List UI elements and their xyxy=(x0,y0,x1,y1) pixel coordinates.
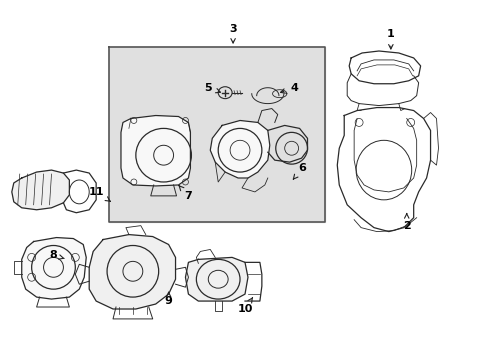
Text: 9: 9 xyxy=(164,292,172,306)
Text: 8: 8 xyxy=(49,251,64,260)
Text: 5: 5 xyxy=(204,83,220,93)
Text: 4: 4 xyxy=(280,83,298,93)
Polygon shape xyxy=(89,235,175,309)
Polygon shape xyxy=(210,121,269,178)
Text: 10: 10 xyxy=(237,298,252,314)
Text: 11: 11 xyxy=(88,187,110,201)
Text: 1: 1 xyxy=(386,29,394,49)
Text: 2: 2 xyxy=(402,213,410,231)
Text: 7: 7 xyxy=(179,185,192,201)
Polygon shape xyxy=(121,116,190,186)
Text: 3: 3 xyxy=(229,24,236,43)
Text: 6: 6 xyxy=(293,163,306,179)
Polygon shape xyxy=(185,257,247,301)
Polygon shape xyxy=(109,47,325,222)
Polygon shape xyxy=(21,238,86,299)
Polygon shape xyxy=(12,170,69,210)
